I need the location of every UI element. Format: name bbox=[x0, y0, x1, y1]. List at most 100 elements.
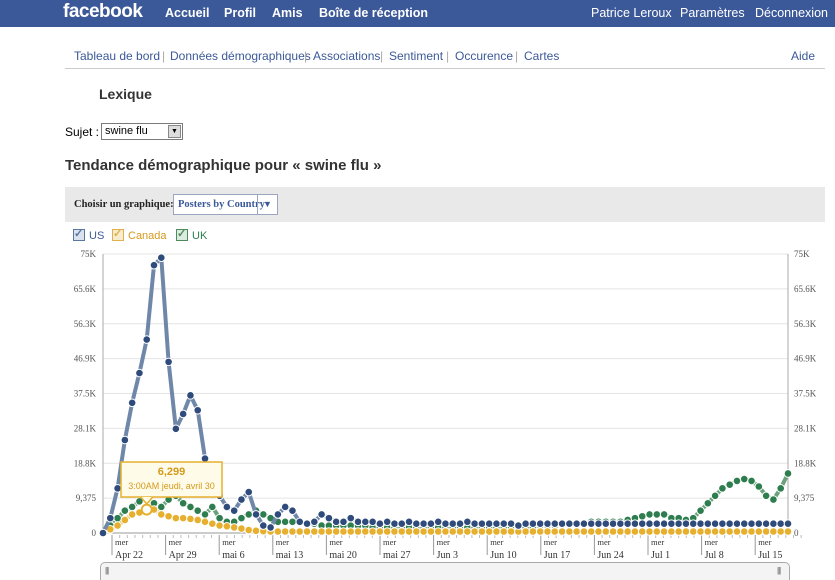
data-point-us bbox=[98, 528, 108, 538]
data-point-us bbox=[732, 519, 742, 529]
legend-item-uk[interactable]: UK bbox=[176, 227, 207, 242]
data-point-canada bbox=[412, 527, 421, 536]
x-tick-day-label: mer bbox=[490, 537, 503, 547]
data-point-uk bbox=[754, 482, 764, 491]
data-point-canada bbox=[186, 514, 195, 524]
y-tick-label-right: 56.3K bbox=[794, 319, 817, 329]
data-point-us bbox=[543, 519, 552, 529]
x-tick-day-label: mer bbox=[758, 537, 771, 547]
data-point-us bbox=[484, 519, 494, 529]
nav-profile-link[interactable]: Profil bbox=[224, 6, 256, 20]
separator: | bbox=[515, 49, 519, 63]
data-point-us bbox=[572, 519, 581, 529]
data-point-us bbox=[331, 517, 341, 527]
scroll-grip-right-icon[interactable]: ||| bbox=[777, 566, 781, 575]
tab-associations[interactable]: Associations bbox=[313, 49, 381, 63]
tab-occurrence[interactable]: Occurence bbox=[455, 49, 514, 63]
legend-item-us[interactable]: US bbox=[73, 227, 104, 242]
data-point-us bbox=[448, 519, 458, 529]
x-tick-day-label: mer bbox=[169, 537, 182, 547]
data-point-us bbox=[769, 519, 778, 529]
x-tick-label: mai 20 bbox=[329, 550, 357, 561]
data-point-canada bbox=[229, 523, 239, 532]
nav-inbox-link[interactable]: Boîte de réception bbox=[319, 6, 429, 20]
y-tick-label-right: 28.1K bbox=[794, 423, 817, 433]
x-tick-label: mai 27 bbox=[383, 550, 411, 561]
checkbox-icon[interactable] bbox=[112, 227, 124, 241]
settings-link[interactable]: Paramètres bbox=[680, 6, 745, 20]
data-point-us bbox=[463, 517, 472, 527]
chart-type-dropdown[interactable]: Posters by Country ▼ bbox=[173, 194, 278, 215]
data-point-us bbox=[776, 519, 786, 529]
data-point-us bbox=[535, 519, 545, 529]
data-point-us bbox=[586, 519, 596, 529]
facebook-logo[interactable]: facebook bbox=[63, 1, 143, 22]
data-point-uk bbox=[186, 502, 195, 512]
data-point-canada bbox=[506, 527, 516, 536]
data-point-uk bbox=[113, 513, 122, 523]
page-title: Lexique bbox=[99, 86, 152, 102]
data-point-us bbox=[747, 519, 756, 529]
checkbox-icon[interactable] bbox=[73, 227, 85, 241]
legend-item-canada[interactable]: Canada bbox=[112, 227, 167, 242]
data-point-us bbox=[433, 517, 443, 527]
data-point-canada bbox=[499, 527, 509, 536]
data-point-us bbox=[324, 513, 334, 523]
chevron-down-icon[interactable]: ▼ bbox=[168, 125, 181, 138]
tab-maps[interactable]: Cartes bbox=[524, 49, 560, 63]
tab-sentiment[interactable]: Sentiment bbox=[389, 49, 444, 63]
chevron-down-icon[interactable]: ▼ bbox=[257, 195, 277, 214]
separator: | bbox=[162, 49, 166, 63]
x-tick-label: mai 6 bbox=[222, 550, 245, 561]
user-name-link[interactable]: Patrice Leroux bbox=[591, 6, 672, 20]
data-point-us bbox=[390, 519, 399, 529]
scroll-grip-left-icon[interactable]: ||| bbox=[105, 566, 109, 575]
sub-navigation: Tableau de bord | Données démographiques… bbox=[65, 49, 825, 69]
data-point-us bbox=[608, 519, 618, 529]
logout-link[interactable]: Déconnexion bbox=[755, 6, 828, 20]
data-point-canada bbox=[404, 527, 414, 536]
y-tick-label-right: 65.6K bbox=[794, 284, 817, 294]
y-tick-label-left: 28.1K bbox=[74, 423, 97, 433]
data-point-uk bbox=[769, 495, 778, 504]
data-point-uk bbox=[732, 476, 742, 486]
tab-dashboard[interactable]: Tableau de bord bbox=[74, 49, 161, 63]
data-point-us bbox=[244, 487, 254, 497]
tab-demographics[interactable]: Données démographiques bbox=[170, 49, 311, 63]
data-point-canada bbox=[521, 527, 530, 536]
data-point-us bbox=[229, 506, 239, 515]
nav-home-link[interactable]: Accueil bbox=[165, 6, 210, 20]
help-link[interactable]: Aide bbox=[790, 49, 815, 63]
data-point-canada bbox=[769, 527, 778, 536]
data-point-canada bbox=[390, 527, 399, 536]
data-point-canada bbox=[616, 527, 625, 536]
x-tick-label: Apr 22 bbox=[115, 550, 143, 561]
data-point-us bbox=[667, 519, 676, 529]
data-point-us bbox=[637, 519, 647, 529]
chart-type-value: Posters by Country bbox=[178, 199, 265, 210]
data-point-canada bbox=[579, 527, 589, 536]
x-tick-label: Jun 17 bbox=[544, 550, 570, 561]
data-point-canada bbox=[397, 527, 407, 536]
tooltip-value: 6,299 bbox=[158, 466, 186, 478]
x-tick-day-label: mer bbox=[115, 537, 128, 547]
data-point-uk bbox=[200, 510, 210, 519]
nav-friends-link[interactable]: Amis bbox=[272, 6, 303, 20]
checkbox-icon[interactable] bbox=[176, 227, 188, 241]
data-point-uk bbox=[288, 517, 297, 527]
data-point-canada bbox=[280, 527, 290, 536]
data-point-us bbox=[725, 519, 735, 529]
chart-range-scrollbar[interactable]: ||| ||| bbox=[100, 562, 790, 580]
subject-select[interactable]: swine flu ▼ bbox=[101, 123, 183, 140]
x-tick-label: Jun 24 bbox=[597, 550, 623, 561]
data-point-canada bbox=[659, 527, 669, 536]
data-point-uk bbox=[637, 511, 647, 521]
subject-select-value: swine flu bbox=[105, 125, 148, 137]
data-point-us bbox=[718, 519, 727, 529]
data-point-canada bbox=[295, 527, 305, 536]
data-point-canada bbox=[739, 527, 749, 536]
data-point-us bbox=[579, 519, 589, 529]
data-point-canada bbox=[441, 527, 450, 536]
data-point-canada bbox=[113, 521, 122, 530]
data-point-us bbox=[186, 391, 195, 400]
